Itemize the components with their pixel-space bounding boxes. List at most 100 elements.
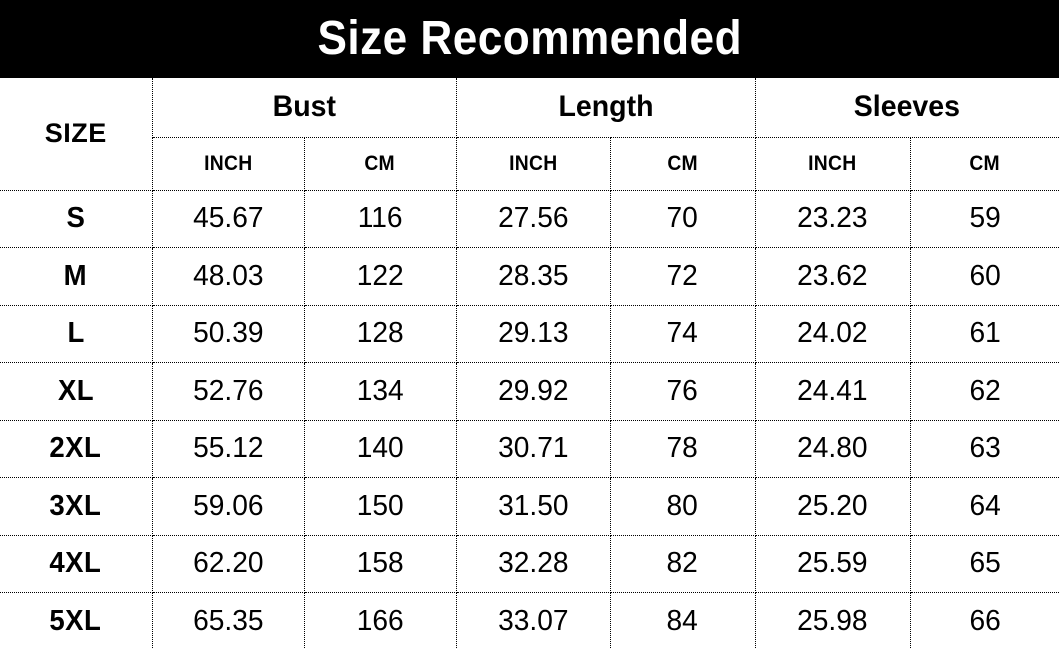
cell-length-cm: 78 <box>610 420 756 478</box>
cell-bust-cm: 116 <box>304 190 457 248</box>
unit-label: INCH <box>203 151 253 175</box>
value-text: 29.13 <box>497 317 569 350</box>
unit-header-sleeves-cm: CM <box>910 137 1059 191</box>
size-label: 3XL <box>49 489 102 522</box>
value-text: 45.67 <box>192 202 264 235</box>
value-text: 32.28 <box>497 547 569 580</box>
value-text: 166 <box>356 605 404 637</box>
value-text: 62.20 <box>192 547 264 580</box>
cell-sleeves-inch: 24.41 <box>755 362 911 421</box>
cell-size: 5XL <box>0 592 153 649</box>
value-text: 128 <box>356 317 404 350</box>
cell-sleeves-cm: 64 <box>910 477 1059 536</box>
cell-bust-inch: 65.35 <box>152 592 305 649</box>
cell-sleeves-inch: 23.23 <box>755 190 911 248</box>
cell-bust-inch: 59.06 <box>152 477 305 536</box>
cell-length-inch: 32.28 <box>456 535 611 593</box>
value-text: 23.23 <box>797 202 868 235</box>
group-header-bust-label: Bust <box>272 90 336 124</box>
cell-length-inch: 30.71 <box>456 420 611 478</box>
value-text: 62 <box>969 374 1001 407</box>
value-text: 82 <box>666 547 699 580</box>
cell-bust-cm: 122 <box>304 247 457 306</box>
cell-length-inch: 27.56 <box>456 190 611 248</box>
table-row: L 50.39 128 29.13 74 24.02 61 <box>0 305 1059 363</box>
group-header-bust: Bust <box>152 78 457 138</box>
size-table-body: SIZE Bust Length Sleeves INCH CM <box>0 78 1059 649</box>
cell-length-cm: 70 <box>610 190 756 248</box>
cell-length-cm: 84 <box>610 592 756 649</box>
cell-bust-cm: 140 <box>304 420 457 478</box>
cell-size: M <box>0 247 153 306</box>
header-size: SIZE <box>0 78 153 191</box>
group-header-sleeves-label: Sleeves <box>854 90 961 124</box>
table-row: 5XL 65.35 166 33.07 84 25.98 66 <box>0 592 1059 649</box>
group-header-row: SIZE Bust Length Sleeves <box>0 78 1059 191</box>
value-text: 158 <box>356 547 404 580</box>
size-label: 5XL <box>49 605 102 637</box>
unit-header-bust-inch: INCH <box>152 137 305 191</box>
value-text: 84 <box>666 605 699 637</box>
cell-length-cm: 72 <box>610 247 756 306</box>
page-title: Size Recommended <box>317 12 742 65</box>
title-banner: Size Recommended <box>0 0 1059 78</box>
header-size-label: SIZE <box>44 118 107 149</box>
value-text: 33.07 <box>497 605 569 637</box>
table-row: 2XL 55.12 140 30.71 78 24.80 63 <box>0 420 1059 478</box>
value-text: 55.12 <box>192 432 264 465</box>
value-text: 25.59 <box>797 547 868 580</box>
cell-size: XL <box>0 362 153 421</box>
unit-label: CM <box>364 151 396 175</box>
size-label: XL <box>57 374 94 407</box>
value-text: 59 <box>969 202 1001 235</box>
unit-header-bust-cm: CM <box>304 137 457 191</box>
table-row: 3XL 59.06 150 31.50 80 25.20 64 <box>0 477 1059 536</box>
value-text: 31.50 <box>497 489 569 522</box>
table-row: XL 52.76 134 29.92 76 24.41 62 <box>0 362 1059 421</box>
cell-sleeves-inch: 23.62 <box>755 247 911 306</box>
size-label: M <box>64 259 88 292</box>
cell-sleeves-cm: 61 <box>910 305 1059 363</box>
value-text: 30.71 <box>497 432 569 465</box>
value-text: 25.20 <box>797 489 868 522</box>
value-text: 50.39 <box>192 317 264 350</box>
cell-length-cm: 82 <box>610 535 756 593</box>
cell-length-cm: 80 <box>610 477 756 536</box>
unit-label: INCH <box>508 151 558 175</box>
cell-bust-inch: 48.03 <box>152 247 305 306</box>
value-text: 150 <box>356 489 404 522</box>
value-text: 63 <box>969 432 1001 465</box>
cell-length-cm: 76 <box>610 362 756 421</box>
cell-sleeves-cm: 62 <box>910 362 1059 421</box>
value-text: 23.62 <box>797 259 868 292</box>
cell-length-inch: 31.50 <box>456 477 611 536</box>
group-header-sleeves: Sleeves <box>755 78 1059 138</box>
cell-sleeves-cm: 63 <box>910 420 1059 478</box>
cell-bust-cm: 150 <box>304 477 457 536</box>
value-text: 24.41 <box>797 374 868 407</box>
cell-bust-cm: 134 <box>304 362 457 421</box>
value-text: 24.80 <box>797 432 868 465</box>
unit-header-row: INCH CM INCH CM INCH CM <box>0 137 1059 191</box>
cell-length-inch: 28.35 <box>456 247 611 306</box>
cell-sleeves-inch: 25.20 <box>755 477 911 536</box>
unit-label: CM <box>969 151 1001 175</box>
unit-label: CM <box>667 151 698 175</box>
value-text: 76 <box>666 374 699 407</box>
size-label: 4XL <box>49 547 102 580</box>
cell-bust-inch: 45.67 <box>152 190 305 248</box>
unit-label: INCH <box>808 151 857 175</box>
value-text: 28.35 <box>497 259 569 292</box>
group-header-length: Length <box>456 78 756 138</box>
value-text: 66 <box>969 605 1001 637</box>
value-text: 24.02 <box>797 317 868 350</box>
cell-size: S <box>0 190 153 248</box>
unit-header-sleeves-inch: INCH <box>755 137 911 191</box>
cell-size: L <box>0 305 153 363</box>
value-text: 25.98 <box>797 605 868 637</box>
value-text: 140 <box>356 432 404 465</box>
cell-sleeves-inch: 24.80 <box>755 420 911 478</box>
value-text: 65.35 <box>192 605 264 637</box>
cell-sleeves-inch: 25.59 <box>755 535 911 593</box>
